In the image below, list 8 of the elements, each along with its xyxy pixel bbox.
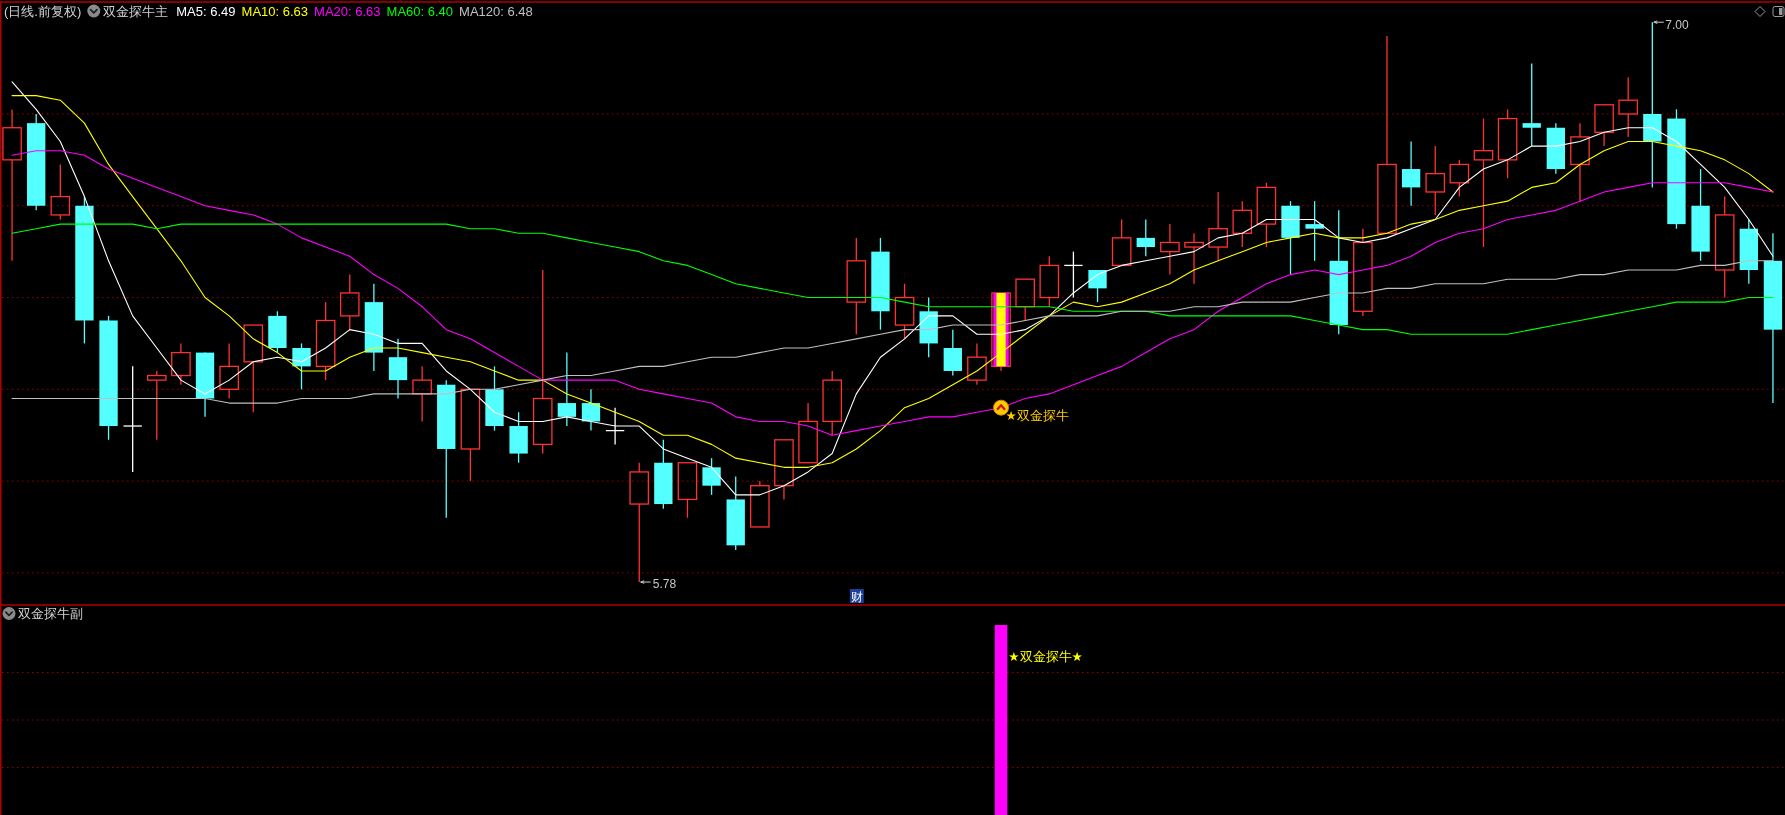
series-label: ★双金探牛★ [1008, 650, 1083, 664]
annotation: 7.00 [1665, 17, 1690, 32]
series-label: ★双金探牛 [1005, 409, 1069, 424]
legend: MA5: 6.49 MA10: 6.63 MA20: 6.63 MA60: 6.40 MA120: 6.48 [176, 3, 533, 19]
annotation: 5.78 [652, 576, 677, 591]
chart-subtitle: 双金探牛主 [103, 3, 169, 19]
chart-title: 双金探牛副 [18, 606, 83, 621]
chart-title: (日线.前复权) [4, 3, 82, 19]
